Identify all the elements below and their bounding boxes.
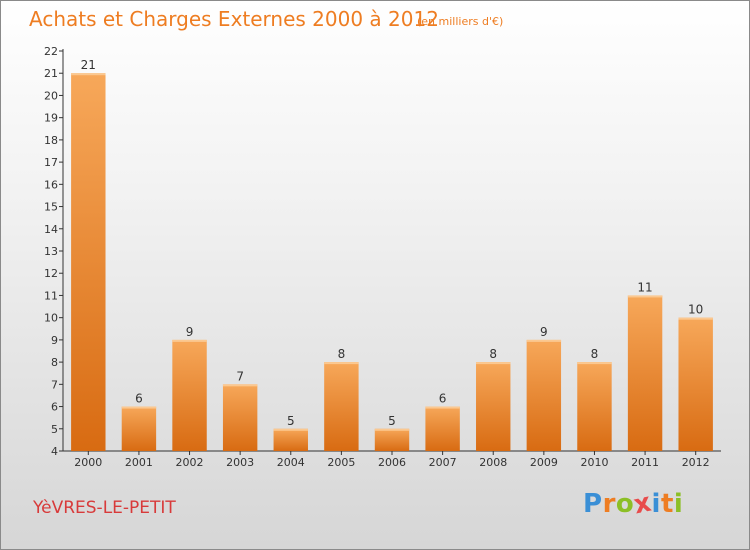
bar bbox=[678, 317, 713, 451]
y-tick-label: 14 bbox=[44, 223, 58, 236]
proxiti-logo: Proxiti bbox=[583, 488, 684, 521]
bar-top-highlight bbox=[121, 406, 157, 409]
y-tick-label: 7 bbox=[51, 378, 58, 391]
bar bbox=[71, 73, 106, 451]
bar-value-label: 7 bbox=[236, 369, 244, 383]
bar-top-highlight bbox=[577, 362, 612, 365]
bar bbox=[425, 406, 460, 451]
x-tick-label: 2003 bbox=[226, 456, 254, 469]
bar-top-highlight bbox=[374, 428, 410, 431]
bar-value-label: 11 bbox=[637, 280, 652, 294]
chart-unit-note: (en milliers d'€) bbox=[417, 15, 504, 28]
y-tick-label: 13 bbox=[44, 245, 58, 258]
bar-top-highlight bbox=[526, 339, 562, 342]
logo-letter: i bbox=[651, 489, 661, 519]
bar-value-label: 10 bbox=[688, 303, 703, 317]
logo-letter: P bbox=[583, 489, 603, 519]
y-tick-label: 8 bbox=[51, 356, 58, 369]
bar-value-label: 6 bbox=[439, 392, 447, 406]
bar-value-label: 8 bbox=[489, 347, 497, 361]
bar-top-highlight bbox=[678, 317, 713, 320]
bar bbox=[222, 384, 258, 451]
bar-top-highlight bbox=[324, 362, 359, 365]
bar bbox=[627, 295, 663, 451]
bar-top-highlight bbox=[222, 384, 258, 387]
bar-top-highlight bbox=[425, 406, 460, 409]
y-tick-label: 22 bbox=[44, 45, 58, 58]
bar-value-label: 8 bbox=[338, 347, 346, 361]
bar bbox=[172, 339, 207, 451]
bar-value-label: 8 bbox=[591, 347, 599, 361]
bar-value-label: 6 bbox=[135, 392, 143, 406]
x-tick-label: 2007 bbox=[429, 456, 457, 469]
y-tick-label: 11 bbox=[44, 289, 58, 302]
y-tick-label: 18 bbox=[44, 134, 58, 147]
bar bbox=[526, 339, 562, 451]
bar bbox=[577, 362, 612, 451]
y-tick-label: 20 bbox=[44, 89, 58, 102]
city-label: YèVRES-LE-PETIT bbox=[33, 498, 176, 518]
y-tick-label: 9 bbox=[51, 334, 58, 347]
y-tick-label: 21 bbox=[44, 67, 58, 80]
x-tick-label: 2001 bbox=[125, 456, 153, 469]
x-tick-label: 2012 bbox=[682, 456, 710, 469]
bar-top-highlight bbox=[71, 73, 106, 76]
bar-value-label: 5 bbox=[388, 414, 396, 428]
x-tick-label: 2004 bbox=[277, 456, 305, 469]
bar bbox=[476, 362, 511, 451]
y-tick-label: 5 bbox=[51, 423, 58, 436]
y-tick-label: 17 bbox=[44, 156, 58, 169]
y-tick-label: 4 bbox=[51, 445, 58, 458]
bar-value-label: 5 bbox=[287, 414, 295, 428]
bar bbox=[324, 362, 359, 451]
x-tick-label: 2010 bbox=[580, 456, 608, 469]
y-tick-label: 15 bbox=[44, 201, 58, 214]
bar-value-label: 21 bbox=[81, 58, 96, 72]
chart-title: Achats et Charges Externes 2000 à 2012 bbox=[29, 7, 439, 31]
x-tick-label: 2000 bbox=[74, 456, 102, 469]
bar bbox=[121, 406, 157, 451]
y-tick-label: 12 bbox=[44, 267, 58, 280]
x-tick-label: 2011 bbox=[631, 456, 659, 469]
x-tick-label: 2005 bbox=[327, 456, 355, 469]
x-tick-label: 2008 bbox=[479, 456, 507, 469]
logo-letter: r bbox=[602, 489, 616, 519]
x-tick-label: 2002 bbox=[176, 456, 204, 469]
bar-top-highlight bbox=[476, 362, 511, 365]
logo-letter: o bbox=[615, 489, 635, 519]
logo-letter: i bbox=[673, 489, 684, 519]
bar-value-label: 9 bbox=[186, 325, 194, 339]
y-tick-label: 16 bbox=[44, 178, 58, 191]
logo-letter: t bbox=[660, 489, 674, 519]
bar-top-highlight bbox=[172, 339, 207, 342]
x-tick-label: 2009 bbox=[530, 456, 558, 469]
x-tick-label: 2006 bbox=[378, 456, 406, 469]
bar-top-highlight bbox=[627, 295, 663, 298]
bar bbox=[374, 428, 410, 451]
bar-top-highlight bbox=[273, 428, 308, 431]
bar-value-label: 9 bbox=[540, 325, 548, 339]
y-tick-label: 6 bbox=[51, 401, 58, 414]
y-tick-label: 10 bbox=[44, 312, 58, 325]
bar bbox=[273, 428, 308, 451]
y-tick-label: 19 bbox=[44, 112, 58, 125]
